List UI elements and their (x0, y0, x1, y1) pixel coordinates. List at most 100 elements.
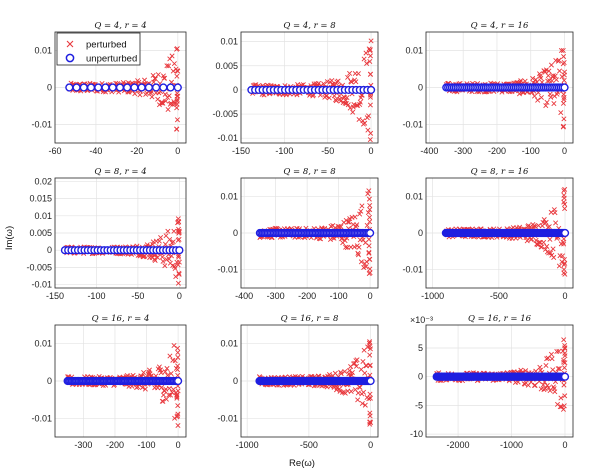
point-perturbed (160, 258, 166, 264)
point-perturbed (364, 222, 370, 228)
point-unperturbed (152, 83, 161, 92)
point-perturbed (356, 116, 362, 123)
point-perturbed (176, 236, 182, 242)
point-perturbed (354, 357, 360, 363)
x-tick-label: -300 (454, 146, 472, 156)
point-perturbed (516, 91, 523, 97)
x-tick-label: -60 (48, 146, 61, 156)
point-perturbed (355, 71, 361, 77)
point-perturbed (535, 97, 541, 103)
point-perturbed (175, 411, 181, 417)
point-perturbed (367, 419, 373, 425)
point-perturbed (158, 370, 164, 376)
subplot-title: Q = 8, r = 4 (94, 167, 146, 177)
x-tick-label: -1000 (500, 440, 523, 450)
point-perturbed (160, 398, 166, 404)
point-perturbed (552, 389, 558, 395)
point-perturbed (562, 206, 568, 212)
point-unperturbed (144, 83, 153, 92)
point-perturbed (176, 259, 182, 265)
point-perturbed (167, 353, 173, 359)
series-unperturbed (247, 85, 376, 95)
y-tick-label: -0.01 (217, 265, 238, 275)
series-unperturbed (255, 228, 375, 238)
point-perturbed (338, 371, 344, 377)
point-perturbed (357, 211, 363, 217)
x-tick-label: -500 (490, 291, 508, 301)
point-perturbed (550, 246, 556, 252)
point-perturbed (366, 249, 372, 255)
y-tick-label: 0.02 (34, 176, 52, 186)
series-unperturbed (60, 246, 184, 255)
y-tick-label: -0.01 (402, 265, 423, 275)
point-perturbed (363, 50, 369, 56)
point-perturbed (139, 385, 145, 391)
x-tick-label: -100 (138, 440, 156, 450)
point-perturbed (361, 56, 367, 62)
x-tick-label: -300 (267, 291, 285, 301)
point-perturbed (543, 103, 549, 109)
point-perturbed (347, 70, 353, 76)
point-perturbed (149, 94, 155, 100)
point-perturbed (533, 77, 539, 83)
point-unperturbed (560, 83, 569, 92)
point-perturbed (546, 250, 552, 256)
point-perturbed (358, 259, 364, 265)
point-perturbed (561, 266, 567, 273)
legend-marker-perturbed (66, 40, 74, 48)
point-unperturbed (366, 376, 375, 386)
axes-frame (54, 324, 187, 438)
point-perturbed (355, 390, 361, 396)
point-perturbed (561, 241, 567, 247)
point-perturbed (523, 368, 529, 374)
point-perturbed (541, 239, 547, 245)
point-perturbed (560, 100, 566, 106)
point-perturbed (562, 345, 568, 351)
point-perturbed (163, 98, 169, 104)
point-perturbed (366, 250, 372, 256)
x-tick-label: -100 (522, 146, 540, 156)
point-perturbed (545, 78, 551, 84)
point-perturbed (357, 99, 363, 105)
point-perturbed (160, 100, 166, 106)
point-perturbed (366, 236, 372, 242)
point-perturbed (558, 110, 564, 116)
point-perturbed (538, 367, 544, 373)
point-perturbed (155, 385, 161, 391)
point-perturbed (348, 388, 354, 394)
point-perturbed (366, 188, 372, 194)
point-perturbed (360, 358, 366, 365)
point-perturbed (367, 137, 373, 143)
point-perturbed (175, 345, 181, 351)
y-tick-label: 0 (233, 376, 238, 386)
subplot-2: -150 -100 -50 0 -0.01 -0.005 0 0.005 0.01 Q = 4, … (212, 21, 379, 156)
point-perturbed (544, 356, 550, 362)
legend: perturbed unperturbed (56, 32, 141, 66)
point-perturbed (551, 101, 557, 107)
point-perturbed (338, 224, 344, 230)
point-perturbed (346, 368, 352, 374)
point-perturbed (142, 77, 148, 83)
x-tick-label: 0 (563, 291, 568, 301)
point-perturbed (362, 370, 368, 376)
point-perturbed (561, 337, 567, 343)
series-unperturbed (63, 376, 183, 386)
subplot-8: -1000 -500 0 -0.01 0 0.01 Q = 16, r = 8 (217, 314, 379, 450)
point-perturbed (367, 207, 373, 213)
point-perturbed (562, 393, 568, 399)
point-perturbed (163, 233, 169, 239)
x-tick-label: -1000 (236, 440, 259, 450)
point-perturbed (170, 239, 176, 245)
point-perturbed (560, 253, 566, 259)
x-tick-label: 0 (368, 440, 373, 450)
point-perturbed (367, 391, 373, 397)
x-tick-label: -100 (275, 146, 293, 156)
y-tick-label: -0.01 (31, 413, 52, 423)
point-perturbed (367, 219, 373, 225)
point-perturbed (554, 348, 560, 355)
point-perturbed (167, 236, 173, 242)
point-perturbed (352, 360, 358, 366)
point-perturbed (331, 93, 337, 99)
point-perturbed (555, 366, 561, 372)
point-perturbed (339, 389, 345, 395)
